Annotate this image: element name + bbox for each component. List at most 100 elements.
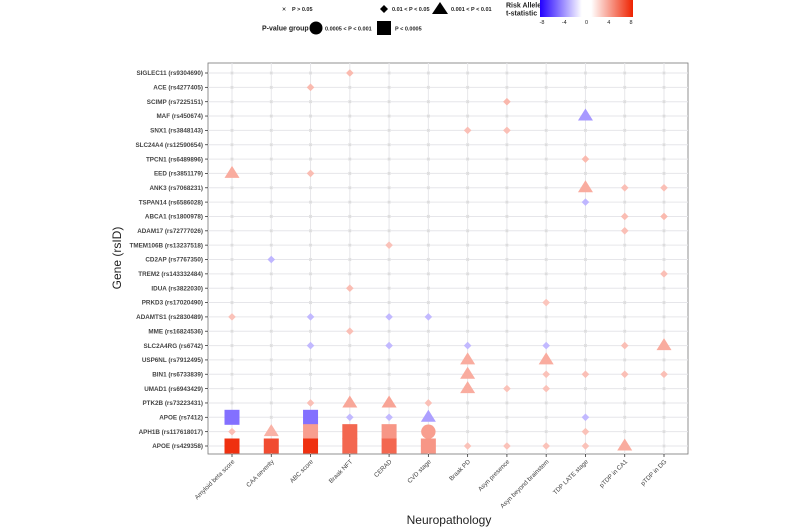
x-mark bbox=[465, 114, 470, 118]
colorbar-tick-label: -4 bbox=[562, 20, 567, 26]
x-mark bbox=[387, 200, 391, 204]
legend-label-circle: 0.0005 < P < 0.001 bbox=[325, 27, 372, 33]
x-mark bbox=[387, 143, 391, 147]
x-mark bbox=[465, 286, 470, 290]
x-tick-label: pTDP in DG bbox=[640, 458, 669, 487]
point-diamond bbox=[463, 126, 472, 135]
x-mark bbox=[387, 85, 391, 89]
x-mark bbox=[505, 157, 509, 161]
y-tick-label: APOE (rs7412) bbox=[159, 415, 203, 422]
x-mark bbox=[623, 430, 627, 434]
x-mark bbox=[387, 214, 391, 219]
x-mark bbox=[308, 372, 313, 376]
y-tick-label: TREM2 (rs143332484) bbox=[138, 271, 203, 278]
point-diamond bbox=[542, 370, 550, 379]
point-diamond bbox=[542, 442, 550, 450]
point-diamond bbox=[660, 212, 668, 221]
legend-diamond-icon bbox=[380, 5, 388, 13]
x-mark bbox=[348, 315, 352, 319]
x-mark bbox=[269, 128, 273, 133]
x-mark bbox=[426, 386, 431, 391]
point-diamond bbox=[267, 255, 276, 264]
point-square bbox=[342, 424, 358, 440]
x-mark bbox=[308, 71, 313, 75]
x-mark bbox=[348, 143, 352, 147]
x-mark bbox=[544, 214, 548, 219]
x-mark bbox=[230, 200, 234, 204]
x-mark bbox=[583, 315, 588, 319]
x-mark bbox=[308, 214, 313, 219]
x-mark bbox=[308, 186, 313, 190]
point-diamond bbox=[581, 442, 590, 450]
x-mark bbox=[269, 171, 273, 176]
x-mark bbox=[505, 186, 509, 190]
x-mark bbox=[623, 329, 627, 333]
y-tick-label: APOE (rs429358) bbox=[152, 443, 203, 450]
x-mark bbox=[230, 214, 234, 219]
x-mark bbox=[426, 300, 431, 305]
x-mark bbox=[662, 415, 666, 419]
x-mark bbox=[662, 171, 666, 176]
y-tick-label: MME (rs16824536) bbox=[148, 328, 203, 335]
point-diamond bbox=[503, 384, 511, 393]
point-diamond bbox=[581, 413, 590, 422]
x-mark bbox=[387, 286, 391, 290]
x-mark bbox=[269, 243, 273, 247]
x-mark bbox=[465, 214, 470, 219]
legend-x-icon: × bbox=[282, 7, 286, 14]
x-mark bbox=[426, 286, 431, 290]
point-diamond bbox=[385, 341, 393, 350]
x-mark bbox=[308, 128, 313, 133]
x-mark bbox=[623, 401, 627, 405]
x-mark bbox=[544, 71, 548, 75]
x-mark bbox=[583, 286, 588, 290]
point-diamond bbox=[581, 155, 590, 163]
x-mark bbox=[230, 372, 234, 376]
x-mark bbox=[269, 229, 273, 233]
x-mark bbox=[269, 114, 273, 118]
x-mark bbox=[269, 100, 273, 104]
legend-label-square: P < 0.0005 bbox=[395, 27, 422, 33]
point-diamond bbox=[660, 370, 668, 379]
point-diamond bbox=[346, 284, 354, 292]
x-mark bbox=[230, 157, 234, 161]
x-mark bbox=[662, 329, 666, 333]
x-tick-label: Braak PD bbox=[448, 458, 472, 482]
x-mark bbox=[387, 386, 391, 391]
x-tick-label: Asyn presence bbox=[477, 458, 512, 493]
x-mark bbox=[230, 100, 234, 104]
x-mark bbox=[426, 200, 431, 204]
legend-label-triangle: 0.001 < P < 0.01 bbox=[451, 7, 492, 13]
x-mark bbox=[348, 200, 352, 204]
x-mark bbox=[662, 286, 666, 290]
y-tick-label: TSPAN14 (rs6586028) bbox=[139, 199, 203, 206]
x-mark bbox=[583, 71, 588, 75]
x-mark bbox=[465, 329, 470, 333]
x-mark bbox=[230, 272, 234, 276]
x-mark bbox=[544, 85, 548, 89]
x-mark bbox=[583, 272, 588, 276]
x-tick-label: pTDP in CA1 bbox=[598, 458, 629, 489]
colorbar bbox=[540, 0, 633, 17]
x-mark bbox=[465, 300, 470, 305]
x-mark bbox=[426, 272, 431, 276]
x-mark bbox=[465, 229, 470, 233]
point-triangle bbox=[263, 424, 279, 437]
x-mark bbox=[583, 171, 588, 176]
x-mark bbox=[387, 329, 391, 333]
point-diamond bbox=[306, 313, 315, 321]
x-mark bbox=[348, 386, 352, 391]
x-mark bbox=[426, 143, 431, 147]
point-diamond bbox=[346, 69, 354, 77]
point-square bbox=[263, 438, 279, 454]
x-mark bbox=[544, 143, 548, 147]
x-mark bbox=[583, 300, 588, 305]
x-mark bbox=[505, 430, 509, 434]
x-mark bbox=[426, 100, 431, 104]
x-mark bbox=[308, 200, 313, 204]
x-mark bbox=[623, 114, 627, 118]
x-mark bbox=[269, 300, 273, 305]
point-triangle bbox=[420, 409, 436, 422]
color-legend: Risk Allele t-statistic -8 -4 0 4 8 bbox=[506, 0, 633, 26]
x-mark bbox=[505, 171, 509, 176]
